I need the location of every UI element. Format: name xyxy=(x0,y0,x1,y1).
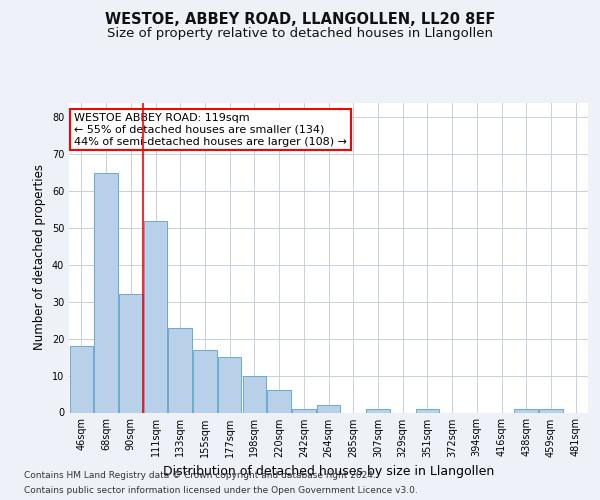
Text: Size of property relative to detached houses in Llangollen: Size of property relative to detached ho… xyxy=(107,28,493,40)
Bar xyxy=(94,172,118,412)
Text: WESTOE ABBEY ROAD: 119sqm
← 55% of detached houses are smaller (134)
44% of semi: WESTOE ABBEY ROAD: 119sqm ← 55% of detac… xyxy=(74,114,347,146)
Y-axis label: Number of detached properties: Number of detached properties xyxy=(33,164,46,350)
Text: Contains public sector information licensed under the Open Government Licence v3: Contains public sector information licen… xyxy=(24,486,418,495)
Bar xyxy=(70,346,93,412)
Bar xyxy=(169,328,192,412)
Text: Contains HM Land Registry data © Crown copyright and database right 2024.: Contains HM Land Registry data © Crown c… xyxy=(24,471,376,480)
Bar xyxy=(366,409,389,412)
Bar xyxy=(193,350,217,412)
Bar xyxy=(539,409,563,412)
Bar xyxy=(119,294,143,412)
Bar xyxy=(268,390,291,412)
Bar xyxy=(144,220,167,412)
X-axis label: Distribution of detached houses by size in Llangollen: Distribution of detached houses by size … xyxy=(163,465,494,478)
Bar xyxy=(317,405,340,412)
Bar xyxy=(218,357,241,412)
Text: WESTOE, ABBEY ROAD, LLANGOLLEN, LL20 8EF: WESTOE, ABBEY ROAD, LLANGOLLEN, LL20 8EF xyxy=(105,12,495,28)
Bar xyxy=(292,409,316,412)
Bar xyxy=(242,376,266,412)
Bar xyxy=(514,409,538,412)
Bar xyxy=(416,409,439,412)
